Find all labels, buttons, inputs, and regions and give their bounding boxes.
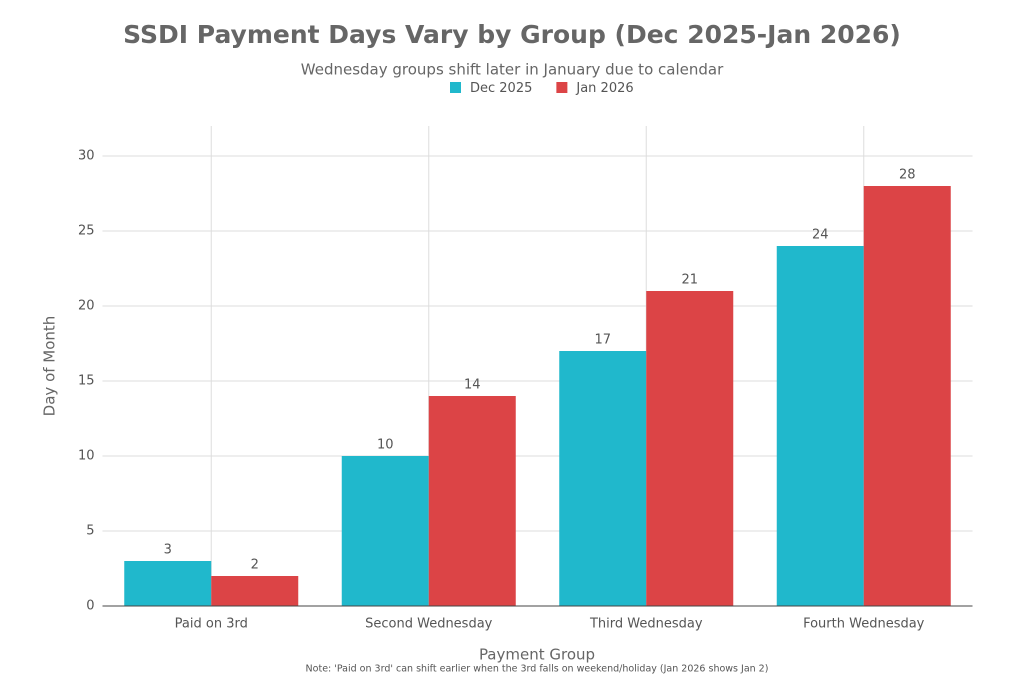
bar: [776, 246, 864, 606]
note: Note: 'Paid on 3rd' can shift earlier wh…: [306, 664, 769, 675]
y-axis-title: Day of Month: [41, 316, 59, 417]
bar: [646, 291, 734, 606]
y-tick-label: 30: [78, 149, 95, 164]
bar: [863, 186, 951, 606]
legend-swatch: [450, 82, 461, 93]
y-tick-label: 15: [78, 374, 95, 389]
x-axis-title: Payment Group: [479, 646, 595, 664]
x-tick-label: Paid on 3rd: [175, 617, 248, 632]
data-label: 17: [594, 333, 611, 348]
x-tick-label: Third Wednesday: [589, 617, 703, 632]
legend-swatch: [556, 82, 568, 93]
bar: [124, 561, 212, 606]
x-tick-label: Fourth Wednesday: [803, 617, 925, 632]
bar: [559, 351, 647, 606]
data-label: 24: [812, 228, 829, 243]
y-tick-label: 20: [78, 299, 95, 314]
legend-label: Jan 2026: [575, 81, 633, 96]
y-tick-label: 5: [86, 524, 94, 539]
data-label: 14: [464, 378, 481, 393]
data-label: 3: [164, 543, 172, 558]
y-tick-label: 25: [78, 224, 95, 239]
data-label: 2: [251, 558, 259, 573]
bar: [341, 456, 429, 606]
chart-subtitle: Wednesday groups shift later in January …: [301, 61, 724, 79]
x-tick-label: Second Wednesday: [365, 617, 493, 632]
y-tick-label: 10: [78, 449, 95, 464]
data-label: 21: [681, 273, 698, 288]
data-label: 28: [899, 168, 916, 183]
data-label: 10: [377, 438, 394, 453]
legend-label: Dec 2025: [470, 81, 532, 96]
bar: [211, 576, 299, 606]
chart-title: SSDI Payment Days Vary by Group (Dec 202…: [123, 20, 901, 49]
bar: [428, 396, 516, 606]
y-tick-label: 0: [86, 599, 94, 614]
